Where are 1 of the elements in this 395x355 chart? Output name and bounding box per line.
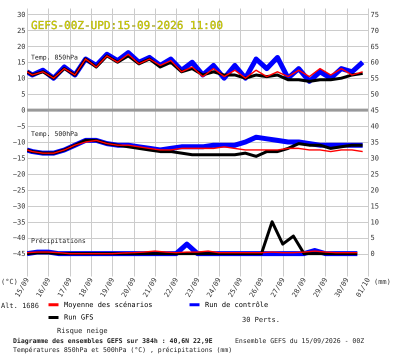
text: GEFS-00Z-UPD:15-09-2026 11:00 (31, 19, 224, 32)
